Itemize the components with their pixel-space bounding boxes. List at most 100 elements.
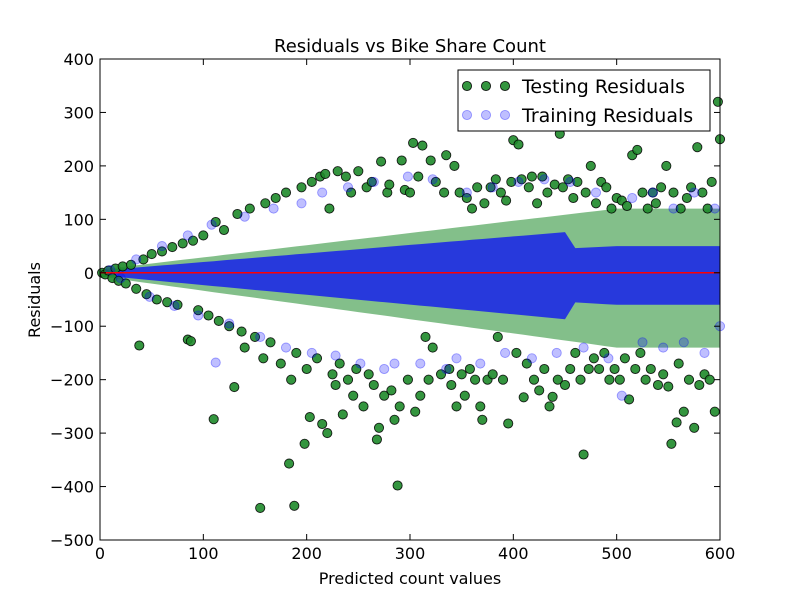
testing-residual-point <box>340 171 351 182</box>
testing-residual-point <box>146 249 157 260</box>
testing-residual-point <box>630 363 641 375</box>
training-residual-point <box>603 353 614 364</box>
training-residual-point <box>427 174 438 185</box>
testing-residual-point <box>449 160 460 171</box>
training-residual-point <box>156 241 168 252</box>
testing-residual-point <box>258 353 269 364</box>
testing-residual-point <box>244 203 255 214</box>
testing-residual-point <box>619 353 630 364</box>
training-residual-point <box>280 342 292 353</box>
y-tick-label: 200 <box>63 157 94 176</box>
testing-residual-point <box>642 203 653 214</box>
testing-residual-point <box>425 155 436 166</box>
testing-residual-point <box>578 449 589 460</box>
testing-residual-point <box>430 176 441 187</box>
testing-residual-point <box>373 422 385 433</box>
testing-residual-point <box>358 401 369 412</box>
testing-residual-point <box>408 137 419 148</box>
testing-residual-point <box>675 203 686 214</box>
training-residual-point <box>131 254 142 265</box>
training-residual-point <box>451 353 462 364</box>
testing-residual-point <box>661 160 672 171</box>
training-residual-point <box>169 300 180 311</box>
testing-residual-point <box>232 208 243 220</box>
testing-residual-point <box>255 502 266 513</box>
testing-residual-point <box>342 374 354 385</box>
training-residual-point <box>379 363 390 375</box>
testing-residual-point <box>656 182 667 193</box>
testing-residual-point <box>446 379 457 391</box>
residual-cloud-band <box>100 208 720 348</box>
testing-residual-point <box>187 235 199 246</box>
training-residual-point <box>689 187 700 198</box>
testing-residual-point <box>470 374 481 385</box>
testing-residual-point <box>265 337 276 348</box>
training-residual-point <box>330 350 341 361</box>
testing-residual-point <box>712 96 723 107</box>
testing-residual-point <box>557 182 568 193</box>
training-residual-point <box>441 363 452 375</box>
testing-residual-point <box>487 369 498 380</box>
legend-box <box>457 69 711 132</box>
testing-residual-point <box>185 336 196 347</box>
testing-residual-point <box>568 192 579 204</box>
testing-residual-point <box>270 192 281 204</box>
testing-residual-point <box>379 390 390 401</box>
testing-residual-point <box>511 347 522 358</box>
testing-residual-point <box>534 385 545 396</box>
x-axis-label: Predicted count values <box>319 569 501 588</box>
testing-residual-point <box>594 363 605 375</box>
testing-residual-point <box>681 192 692 204</box>
testing-residual-point <box>689 422 700 433</box>
testing-residual-point <box>552 374 563 385</box>
x-tick-label: 500 <box>601 544 632 563</box>
testing-residual-point <box>709 406 720 417</box>
testing-residual-point <box>575 374 586 385</box>
testing-residual-point <box>666 438 677 449</box>
testing-residual-point <box>320 168 331 179</box>
training-residual-point <box>539 174 550 185</box>
training-residual-point <box>144 291 155 302</box>
testing-residual-point <box>167 242 178 253</box>
x-tick-label: 0 <box>95 544 105 563</box>
testing-residual-point <box>392 480 403 491</box>
testing-residual-point <box>386 385 397 396</box>
x-tick-label: 400 <box>498 544 529 563</box>
training-residual-point <box>526 353 537 364</box>
testing-residual-point <box>296 182 307 193</box>
testing-residual-point <box>404 187 416 198</box>
testing-residual-point <box>599 347 610 358</box>
training-residual-point <box>389 358 400 369</box>
y-axis-label: Residuals <box>25 262 44 338</box>
training-residual-point <box>578 342 589 353</box>
training-residual-point <box>461 187 472 198</box>
legend-label: Testing Residuals <box>521 76 685 98</box>
training-residual-point <box>296 198 307 209</box>
testing-residual-point <box>537 171 548 182</box>
testing-residual-point <box>624 394 635 405</box>
testing-residual-point <box>389 414 400 425</box>
training-residual-point <box>402 171 413 182</box>
testing-residual-point <box>394 401 405 412</box>
testing-residual-point <box>301 363 312 375</box>
testing-residual-point <box>668 187 679 198</box>
training-residual-point <box>255 331 266 342</box>
testing-residual-point <box>609 363 620 375</box>
testing-residual-point <box>236 326 247 337</box>
y-tick-label: −300 <box>50 424 94 443</box>
testing-residual-point <box>198 230 209 241</box>
training-residual-point <box>699 347 710 358</box>
testing-residual-point <box>497 374 509 385</box>
testing-residual-point <box>337 409 348 420</box>
testing-residual-point <box>454 187 465 198</box>
testing-residual-point <box>583 363 594 375</box>
testing-residual-point <box>346 187 357 198</box>
x-tick-label: 100 <box>188 544 219 563</box>
y-tick-label: −500 <box>50 531 94 550</box>
legend-label: Training Residuals <box>521 105 693 127</box>
training-residual-point <box>342 182 354 193</box>
testing-residual-point <box>580 187 591 198</box>
testing-residual-point <box>544 401 555 412</box>
training-residual-point <box>668 203 679 214</box>
testing-residual-point <box>229 382 240 393</box>
